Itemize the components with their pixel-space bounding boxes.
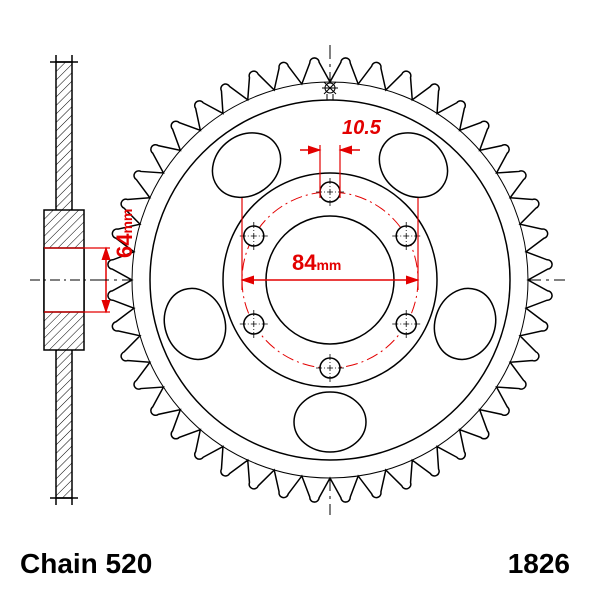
technical-drawing [0,0,600,600]
chain-label: Chain 520 [20,548,152,580]
side-profile [30,55,98,505]
dim-bolt-value: 10.5 [342,117,381,140]
part-number: 1826 [508,548,570,580]
dim-64-value: 64mm [112,209,138,258]
dim-84-value: 84mm [292,250,341,276]
